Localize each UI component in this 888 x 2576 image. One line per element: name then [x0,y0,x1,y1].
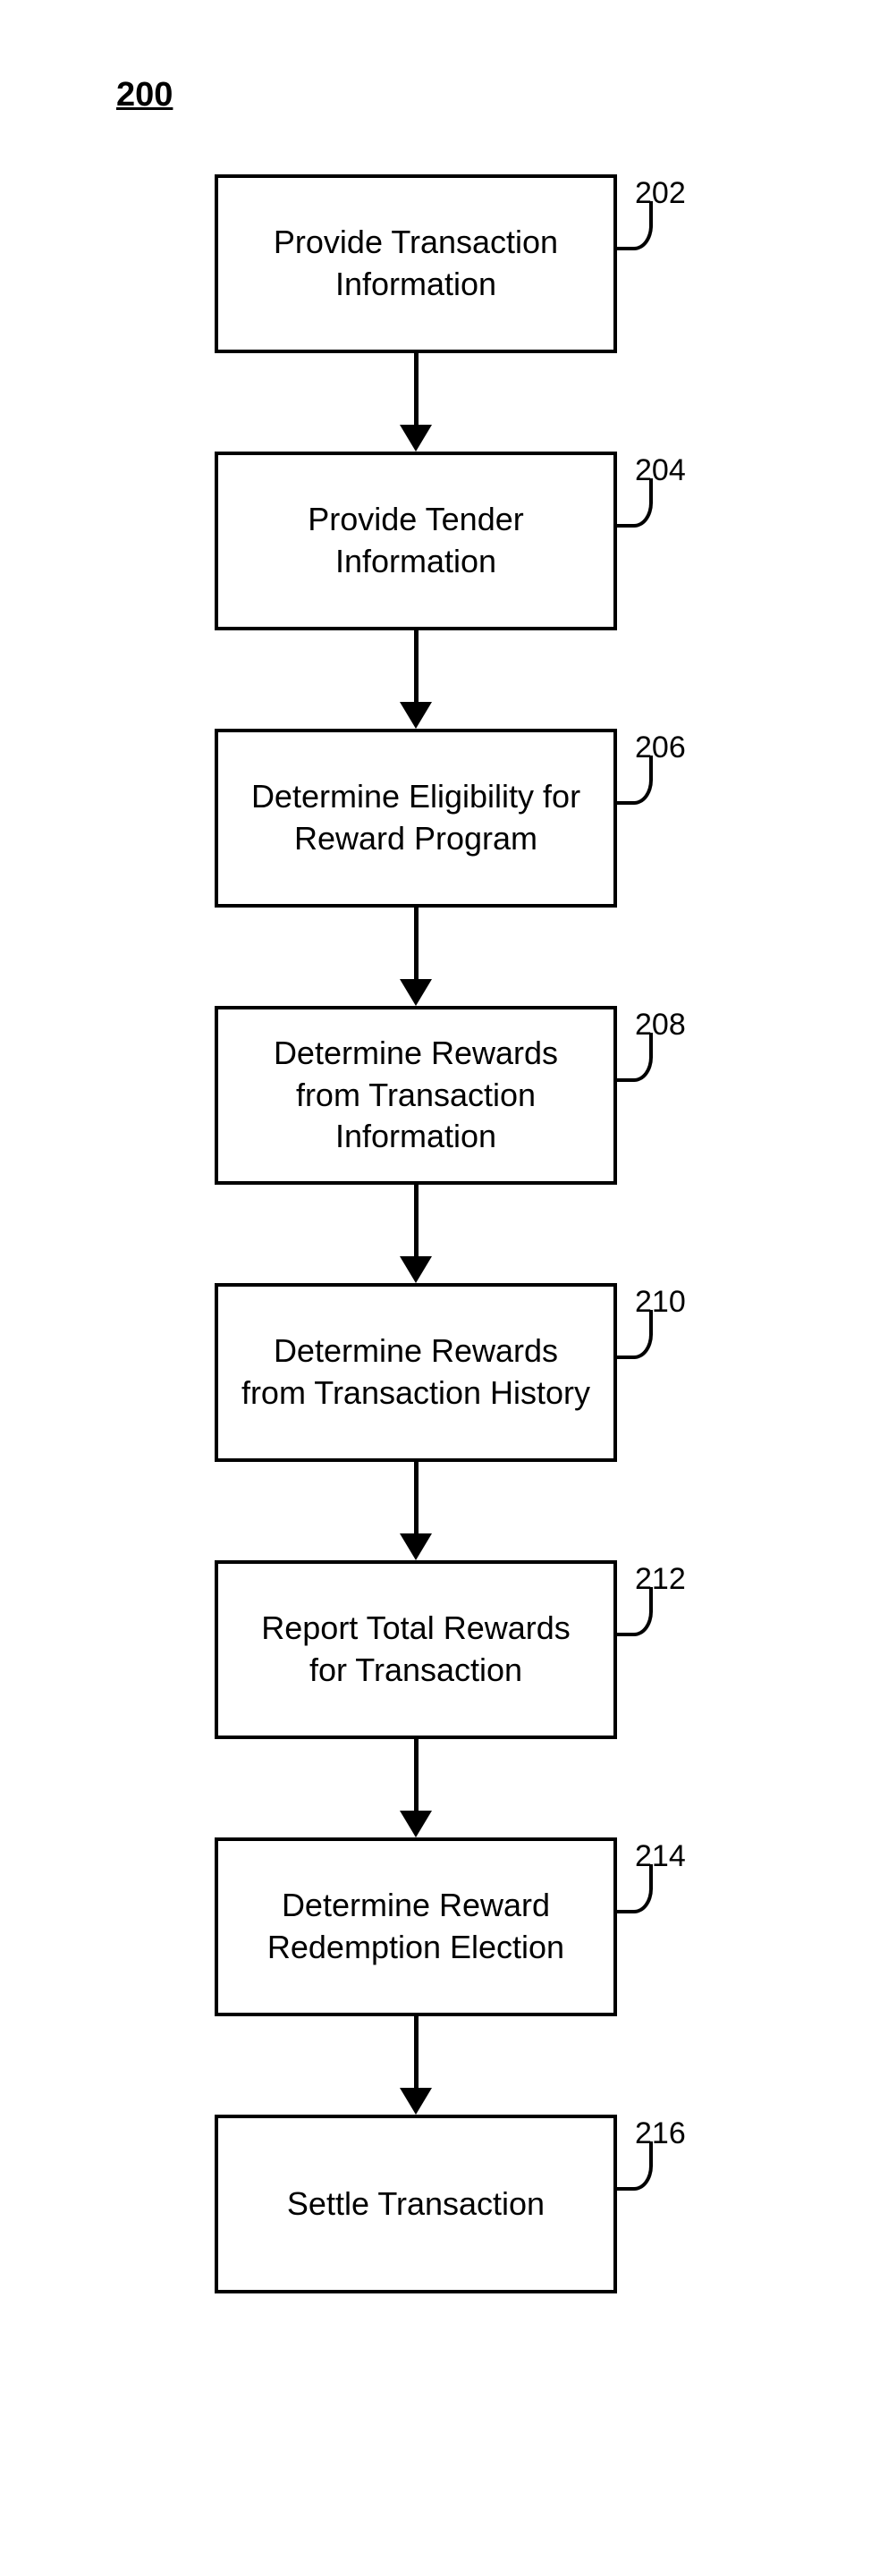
flowchart-step: Report Total Rewards for Transaction212 [215,1560,617,1739]
step-box-214: Determine Reward Redemption Election [215,1837,617,2016]
arrow-head-icon [400,2088,432,2115]
arrow-down [400,1739,432,1837]
arrow-line [414,1739,419,1811]
step-label: 216 [635,2116,686,2151]
arrow-line [414,630,419,702]
step-text: Determine Rewards from Transaction Histo… [241,1330,591,1415]
arrow-head-icon [400,1811,432,1837]
arrow-head-icon [400,1256,432,1283]
step-box-208: Determine Rewards from Transaction Infor… [215,1006,617,1185]
arrow-down [400,1185,432,1283]
flowchart-step: Determine Rewards from Transaction Histo… [215,1283,617,1462]
step-text: Provide Tender Information [241,499,591,583]
flowchart-step: Determine Eligibility for Reward Program… [215,729,617,908]
arrow-line [414,1462,419,1533]
step-label: 202 [635,176,686,211]
step-text: Report Total Rewards for Transaction [241,1608,591,1692]
step-text: Determine Rewards from Transaction Infor… [241,1033,591,1158]
arrow-line [414,1185,419,1256]
arrow-line [414,353,419,425]
arrow-head-icon [400,979,432,1006]
flowchart-step: Settle Transaction216 [215,2115,617,2293]
flowchart-step: Provide Tender Information204 [215,452,617,630]
arrow-down [400,908,432,1006]
flowchart-container: Provide Transaction Information202Provid… [215,174,617,2293]
step-text: Determine Reward Redemption Election [241,1885,591,1969]
arrow-line [414,2016,419,2088]
step-box-202: Provide Transaction Information [215,174,617,353]
flowchart-step: Determine Rewards from Transaction Infor… [215,1006,617,1185]
step-text: Settle Transaction [287,2183,545,2225]
step-text: Provide Transaction Information [241,222,591,306]
arrow-line [414,908,419,979]
arrow-down [400,2016,432,2115]
step-label: 214 [635,1839,686,1874]
arrow-down [400,353,432,452]
step-box-204: Provide Tender Information [215,452,617,630]
step-label: 208 [635,1008,686,1043]
flowchart-step: Determine Reward Redemption Election214 [215,1837,617,2016]
arrow-head-icon [400,1533,432,1560]
step-box-206: Determine Eligibility for Reward Program [215,729,617,908]
step-box-212: Report Total Rewards for Transaction [215,1560,617,1739]
step-text: Determine Eligibility for Reward Program [241,776,591,860]
arrow-down [400,1462,432,1560]
step-label: 206 [635,731,686,765]
step-label: 204 [635,453,686,488]
arrow-head-icon [400,702,432,729]
step-box-210: Determine Rewards from Transaction Histo… [215,1283,617,1462]
step-box-216: Settle Transaction [215,2115,617,2293]
flowchart-step: Provide Transaction Information202 [215,174,617,353]
step-label: 212 [635,1562,686,1597]
figure-number: 200 [116,76,173,114]
arrow-down [400,630,432,729]
step-label: 210 [635,1285,686,1320]
arrow-head-icon [400,425,432,452]
